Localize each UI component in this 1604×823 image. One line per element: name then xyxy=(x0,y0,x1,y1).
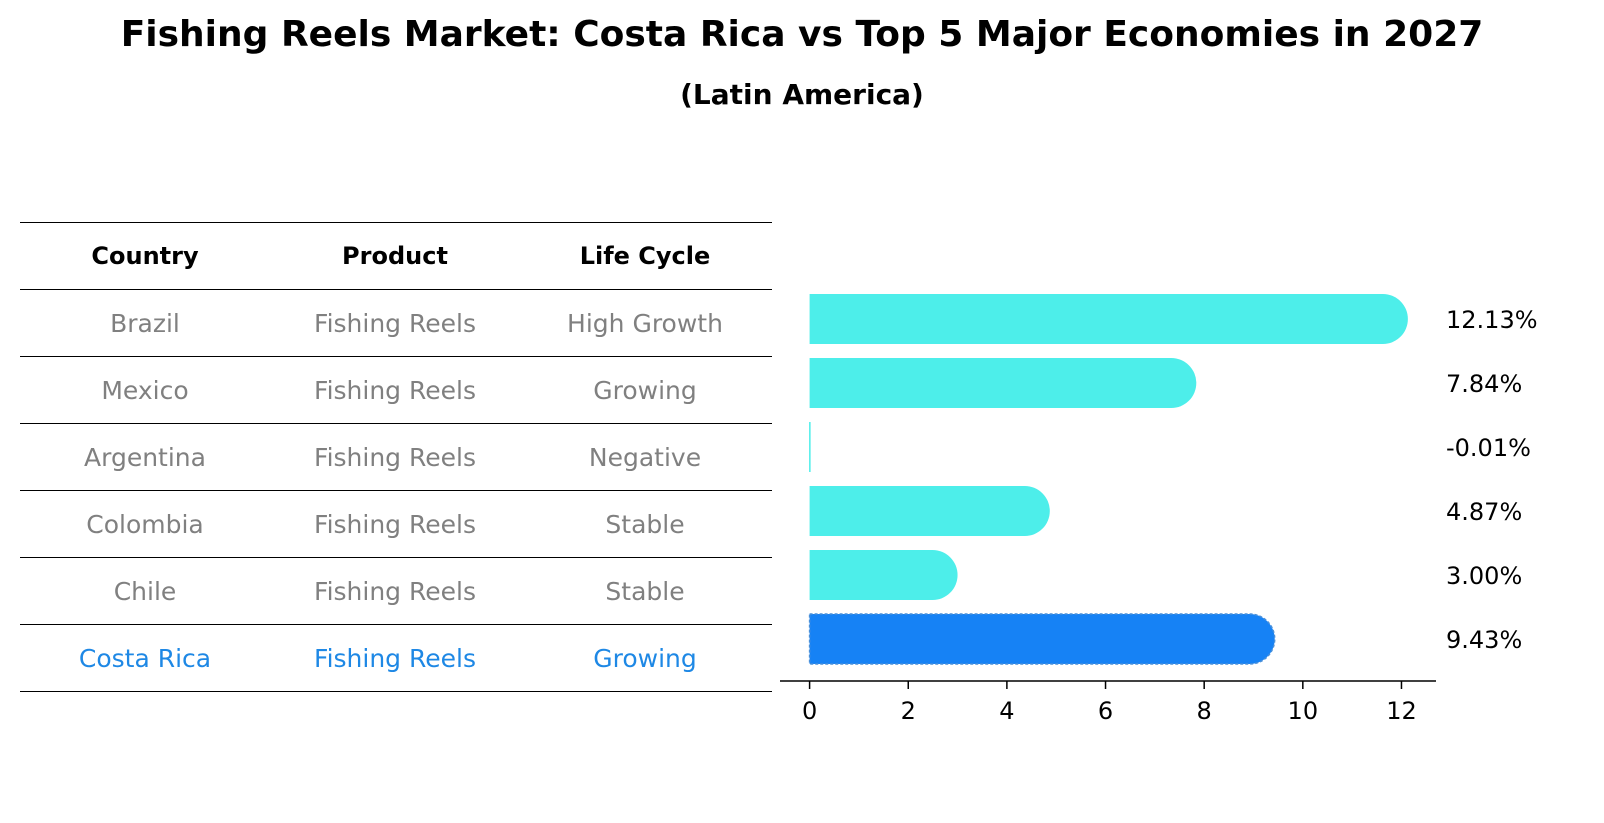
cell-product: Fishing Reels xyxy=(314,509,476,539)
value-label: 3.00% xyxy=(1446,562,1522,590)
x-tick-label: 4 xyxy=(999,697,1014,725)
x-tick-label: 6 xyxy=(1098,697,1113,725)
bar-costa-rica xyxy=(808,613,1276,665)
data-table: Country Product Life Cycle Brazil Fishin… xyxy=(20,222,772,692)
header-product: Product xyxy=(342,242,448,270)
cell-life-cycle: Stable xyxy=(605,509,685,539)
cell-product: Fishing Reels xyxy=(314,576,476,606)
x-tick-label: 10 xyxy=(1288,697,1319,725)
chart-title: Fishing Reels Market: Costa Rica vs Top … xyxy=(120,14,1484,55)
cell-life-cycle: High Growth xyxy=(567,308,723,338)
cell-life-cycle: Growing xyxy=(593,643,697,673)
cell-product: Fishing Reels xyxy=(314,643,476,673)
value-label: 9.43% xyxy=(1446,626,1522,654)
table-row: Colombia Fishing Reels Stable xyxy=(20,491,772,558)
header-life-cycle: Life Cycle xyxy=(579,242,711,270)
chart-subtitle: (Latin America) xyxy=(680,78,924,111)
cell-life-cycle: Growing xyxy=(593,375,697,405)
table-row: Chile Fishing Reels Stable xyxy=(20,558,772,625)
table-row-highlight: Costa Rica Fishing Reels Growing xyxy=(20,625,772,692)
table-row: Mexico Fishing Reels Growing xyxy=(20,357,772,424)
table-row: Brazil Fishing Reels High Growth xyxy=(20,290,772,357)
cell-country: Chile xyxy=(113,576,177,606)
cell-country: Costa Rica xyxy=(78,643,212,673)
cell-product: Fishing Reels xyxy=(314,442,476,472)
x-tick-label: 2 xyxy=(901,697,916,725)
value-label: 7.84% xyxy=(1446,370,1522,398)
x-tick-label: 12 xyxy=(1386,697,1417,725)
bar-chile xyxy=(809,550,958,600)
cell-product: Fishing Reels xyxy=(314,375,476,405)
value-label: 12.13% xyxy=(1446,306,1538,334)
x-tick-label: 8 xyxy=(1197,697,1212,725)
value-label: 4.87% xyxy=(1446,498,1522,526)
bar-brazil xyxy=(809,294,1408,344)
cell-product: Fishing Reels xyxy=(314,308,476,338)
cell-country: Mexico xyxy=(101,375,189,405)
table-row: Argentina Fishing Reels Negative xyxy=(20,424,772,491)
cell-life-cycle: Negative xyxy=(588,442,702,472)
cell-life-cycle: Stable xyxy=(605,576,685,606)
x-tick-label: 0 xyxy=(802,697,817,725)
cell-country: Brazil xyxy=(110,308,180,338)
bar-mexico xyxy=(809,358,1197,408)
table-header-row: Country Product Life Cycle xyxy=(20,222,772,290)
bar-colombia xyxy=(809,486,1050,536)
bar-argentina xyxy=(809,422,811,472)
header-country: Country xyxy=(91,242,199,270)
value-label: -0.01% xyxy=(1446,434,1531,462)
cell-country: Colombia xyxy=(86,509,204,539)
cell-country: Argentina xyxy=(84,442,206,472)
bar-chart: 12.13% 7.84% -0.01% 4.87% 3.00% 9.43% 0 2 4 6 8 10 1… xyxy=(780,294,1538,725)
